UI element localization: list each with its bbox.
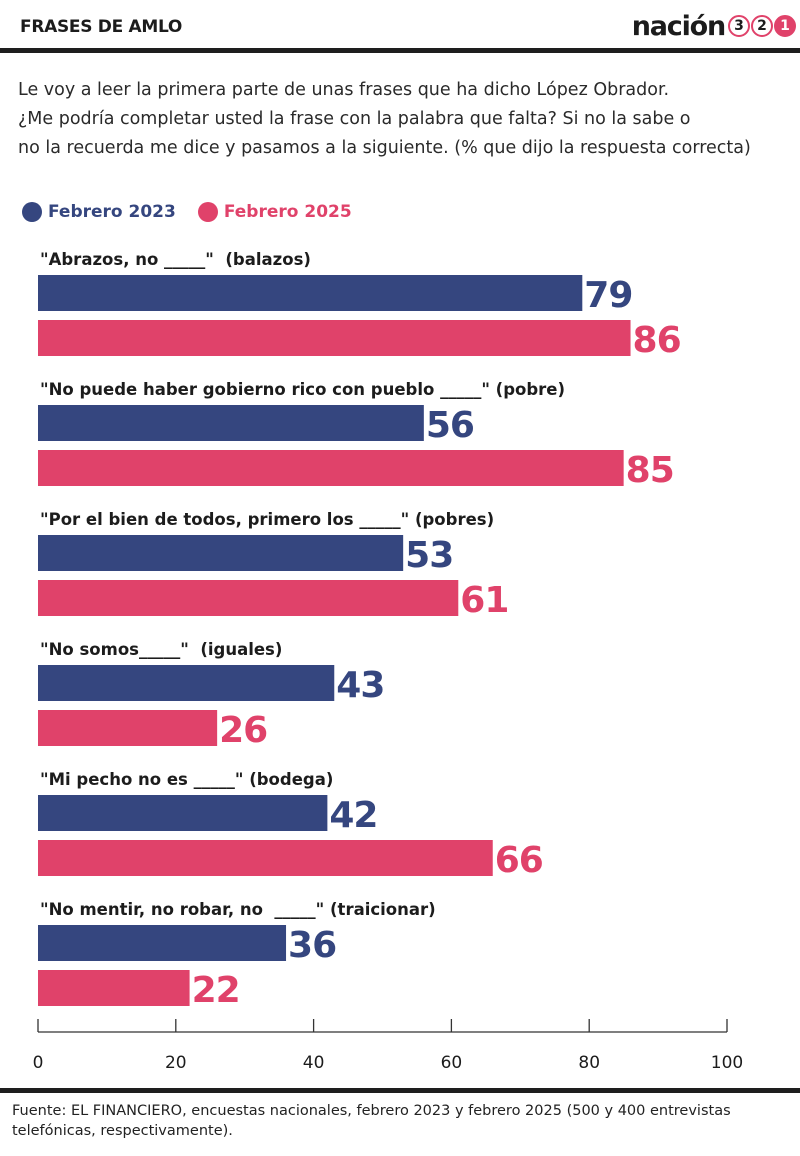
source-note: Fuente: EL FINANCIERO, encuestas naciona…: [12, 1101, 792, 1141]
legend-item-feb2025: Febrero 2025: [197, 202, 352, 222]
source-line: telefónicas, respectivamente).: [12, 1123, 233, 1139]
x-tick-label: 0: [33, 1053, 44, 1073]
chart-legend: Febrero 2023 Febrero 2025: [22, 202, 374, 222]
page-title: FRASES DE AMLO: [20, 17, 183, 37]
brand-wordmark: nación: [631, 10, 726, 42]
brand-digit-3-badge: 3: [728, 15, 750, 37]
brand-digit-1-badge: 1: [774, 15, 796, 37]
footer-divider: [0, 1088, 800, 1093]
bar-feb2023: [38, 275, 583, 311]
legend-label-feb2025: Febrero 2025: [223, 202, 352, 222]
category-label: "Por el bien de todos, primero los _____…: [40, 510, 494, 529]
x-tick-label: 100: [711, 1053, 743, 1073]
intro-text: Le voy a leer la primera parte de unas f…: [18, 76, 788, 163]
category-label: "Mi pecho no es _____" (bodega): [40, 770, 333, 789]
category-label: "No mentir, no robar, no _____" (traicio…: [40, 900, 436, 919]
value-label-feb2025: 61: [460, 580, 508, 621]
legend-label-feb2023: Febrero 2023: [48, 202, 176, 222]
legend-dot-feb2025: [197, 202, 218, 222]
header-divider: [0, 48, 800, 53]
bar-feb2025: [38, 710, 218, 746]
brand-logo: nación 3 2 1: [632, 9, 796, 43]
category-label: "No somos_____" (iguales): [40, 640, 282, 659]
x-tick-label: 60: [441, 1053, 463, 1073]
bar-feb2025: [38, 580, 459, 616]
value-label-feb2025: 66: [495, 840, 543, 881]
value-label-feb2025: 22: [192, 970, 240, 1011]
intro-line: no la recuerda me dice y pasamos a la si…: [18, 138, 751, 158]
bar-feb2023: [38, 405, 424, 441]
value-label-feb2023: 56: [426, 405, 474, 446]
legend-dot-feb2023: [22, 202, 42, 222]
intro-line: Le voy a leer la primera parte de unas f…: [18, 80, 670, 100]
bar-feb2025: [38, 970, 190, 1006]
bar-feb2025: [38, 450, 624, 486]
intro-line: ¿Me podría completar usted la frase con …: [18, 109, 691, 129]
value-label-feb2025: 86: [633, 320, 681, 361]
bar-feb2023: [38, 925, 287, 961]
value-label-feb2023: 53: [405, 535, 453, 576]
x-tick-label: 40: [303, 1053, 325, 1073]
category-label: "No puede haber gobierno rico con pueblo…: [40, 380, 565, 399]
x-tick-label: 20: [165, 1053, 187, 1073]
legend-item-feb2023: Febrero 2023: [22, 202, 176, 222]
x-tick-label: 80: [578, 1053, 600, 1073]
bar-feb2023: [38, 535, 404, 571]
value-label-feb2023: 79: [584, 275, 632, 316]
value-label-feb2025: 85: [626, 450, 674, 491]
source-line: Fuente: EL FINANCIERO, encuestas naciona…: [12, 1103, 731, 1119]
bar-feb2023: [38, 665, 335, 701]
category-label: "Abrazos, no _____" (balazos): [40, 250, 311, 269]
bar-feb2023: [38, 795, 328, 831]
bar-feb2025: [38, 840, 493, 876]
bar-feb2025: [38, 320, 631, 356]
brand-digit-2-badge: 2: [751, 15, 773, 37]
value-label-feb2025: 26: [219, 710, 267, 751]
value-label-feb2023: 42: [329, 795, 377, 836]
value-label-feb2023: 43: [336, 665, 384, 706]
value-label-feb2023: 36: [288, 925, 336, 966]
